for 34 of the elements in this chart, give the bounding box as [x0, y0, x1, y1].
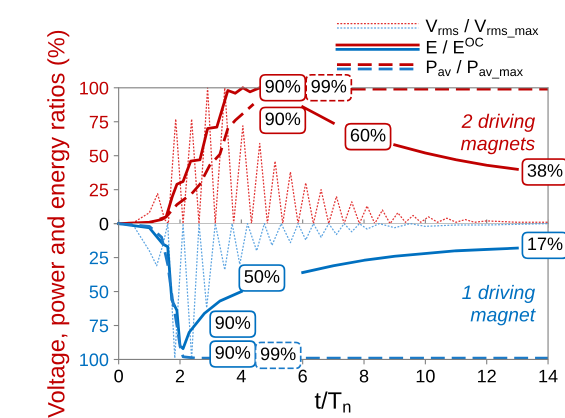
x-tick-label: 6	[298, 370, 307, 382]
legend-label: E / E$^{OC}$	[426, 38, 484, 54]
annotation: 90%	[216, 346, 250, 359]
x-tick-label: 0	[114, 370, 123, 382]
y-tick-label: 25	[90, 184, 108, 196]
x-tick-label: 10	[416, 370, 435, 382]
annotation: 90%	[266, 112, 300, 126]
x-tick-label: 12	[478, 370, 496, 382]
x-tick-label: 4	[236, 370, 246, 382]
y-tick-label: 50	[90, 285, 108, 298]
annotation: 38%	[528, 164, 562, 177]
x-axis-title: t/T$_{n}$	[314, 391, 350, 412]
y-tick-label: 0	[100, 218, 108, 230]
annotation: 60%	[350, 128, 386, 142]
y-tick-label: 75	[90, 320, 108, 332]
y-tick-label: 100	[80, 353, 108, 366]
x-tick-label: 8	[360, 370, 368, 382]
y-tick-label: 50	[90, 150, 108, 162]
y-tick-label: 75	[90, 116, 108, 128]
x-tick-label: 14	[539, 370, 558, 382]
annotation: 1 driving magnet	[462, 284, 536, 326]
annotation: 90%	[216, 316, 250, 330]
y-axis-title: Voltage, power and energy ratios (%)	[47, 30, 70, 418]
annotation: 50%	[244, 270, 280, 283]
annotation: 90%	[266, 80, 300, 93]
y-tick-label: 25	[90, 252, 108, 264]
annotation: 99%	[312, 80, 346, 93]
annotation: 99%	[260, 347, 296, 360]
annotation: 17%	[528, 238, 562, 250]
x-tick-label: 2	[176, 370, 184, 382]
legend-label: V$_{rms}$ / V$_{rms_max}$	[426, 18, 538, 38]
y-tick-label: 100	[80, 82, 108, 94]
annotation: 2 driving magnets	[460, 114, 535, 154]
legend-label: P$_{av}$ / P$_{av_max}$	[426, 60, 523, 79]
